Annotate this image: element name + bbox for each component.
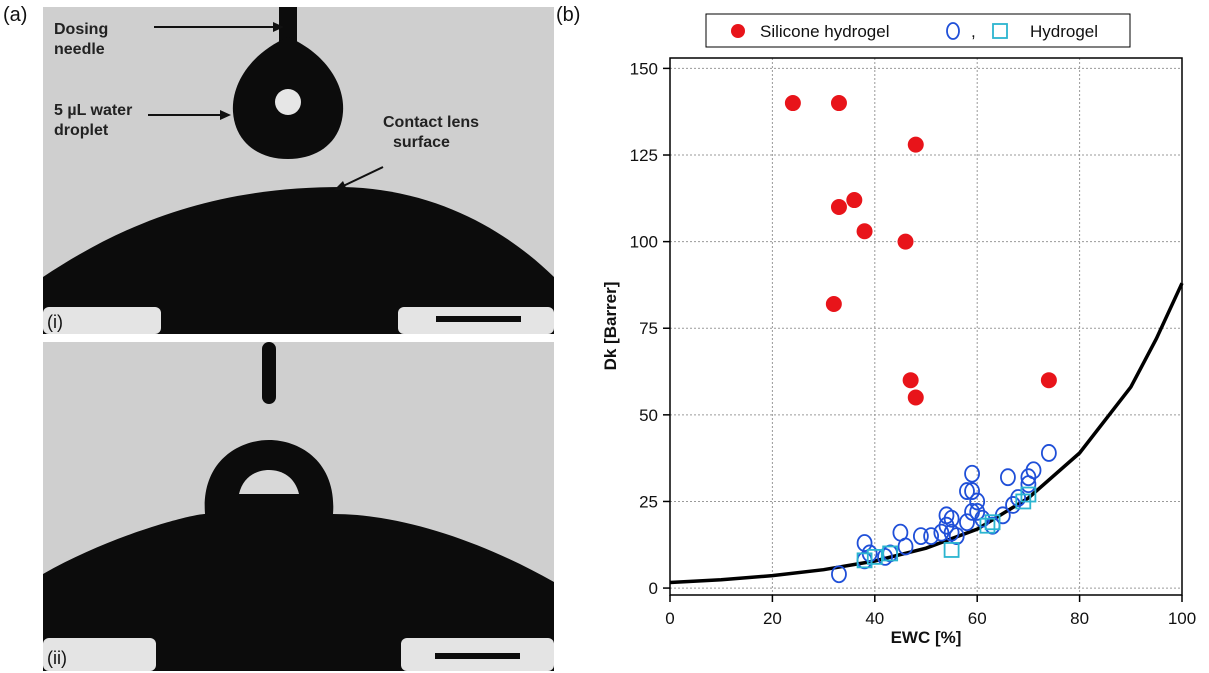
point-open-circle (1000, 468, 1016, 487)
y-tick-label: 150 (630, 59, 658, 78)
plot-frame (669, 57, 1183, 596)
point-silicone-hydrogel (830, 95, 847, 112)
legend-label-hydrogel: Hydrogel (1030, 22, 1098, 41)
x-tick-label: 40 (865, 609, 884, 628)
point-hydrogel-square (979, 517, 996, 534)
point-hydrogel-square (1020, 486, 1037, 503)
x-axis-label: EWC [%] (891, 628, 962, 647)
y-tick-label: 0 (649, 579, 658, 598)
droplet-label-line2: droplet (54, 122, 109, 139)
panel-label-a: (a) (3, 4, 28, 26)
point-open-circle (923, 527, 940, 546)
point-hydrogel-square (856, 552, 873, 569)
droplet-photo-ii: (ii) (43, 342, 554, 671)
point-hydrogel-square (882, 545, 899, 562)
point-open-circle (964, 482, 980, 500)
x-tick-label: 60 (968, 609, 987, 628)
x-tick-label: 20 (763, 609, 782, 628)
point-open-circle (897, 537, 914, 556)
point-open-circle (1010, 489, 1027, 507)
point-hydrogel-square (984, 514, 1001, 531)
needle-label-line1: Dosing (54, 21, 108, 38)
chart-grid (669, 58, 1183, 595)
point-open-circle (959, 482, 975, 500)
point-open-circle (959, 513, 975, 532)
y-tick-label: 25 (639, 492, 658, 511)
point-hydrogel-square (866, 548, 883, 565)
panel-label-b: (b) (556, 4, 581, 26)
sub-label-i: (i) (47, 312, 63, 332)
x-tick-label: 100 (1168, 609, 1196, 628)
point-open-circle (969, 492, 986, 511)
needle-label-line2: needle (54, 41, 105, 58)
y-tick-label: 100 (630, 233, 658, 252)
x-tick-label: 80 (1070, 609, 1089, 628)
y-tick-label: 50 (639, 406, 658, 425)
point-silicone-hydrogel (846, 192, 863, 209)
x-tick-label: 0 (665, 609, 674, 628)
dk-vs-ewc-chart: 0 20 40 60 80 100 0 25 50 75 100 125 150 EWC [%] Dk … (601, 13, 1196, 647)
point-open-circle (943, 509, 960, 528)
point-open-circle (1040, 444, 1057, 462)
surface-label-line1: Contact lens (383, 114, 479, 131)
point-silicone-hydrogel (784, 95, 801, 112)
surface-arrow (338, 166, 384, 189)
legend-label-silicone: Silicone hydrogel (760, 22, 889, 41)
point-silicone-hydrogel (1040, 372, 1057, 389)
point-silicone-hydrogel (907, 136, 924, 153)
legend-marker-silicone (731, 24, 745, 38)
sub-label-ii: (ii) (47, 648, 67, 668)
droplet-label-line1: 5 µL water (54, 102, 132, 119)
point-silicone-hydrogel (825, 295, 842, 312)
surface-label-line2: surface (393, 134, 450, 151)
fit-curve (669, 282, 1184, 585)
point-open-circle (948, 527, 965, 546)
point-open-circle (1025, 461, 1042, 480)
point-silicone-hydrogel (897, 233, 914, 250)
point-open-circle (912, 527, 929, 546)
legend-marker-square (992, 23, 1008, 39)
point-open-circle (882, 544, 899, 563)
point-open-circle (831, 565, 847, 584)
y-axis-label: Dk [Barrer] (601, 282, 620, 371)
legend-separator: , (971, 22, 976, 41)
point-silicone-hydrogel (902, 372, 919, 389)
point-hydrogel-square (943, 542, 960, 558)
y-tick-label: 125 (630, 146, 658, 165)
point-silicone-hydrogel (830, 198, 847, 215)
droplet-photo-i: Dosing needle 5 µL water droplet Contact… (43, 7, 554, 334)
point-open-circle (964, 464, 980, 483)
legend-marker-circle (946, 22, 960, 40)
point-silicone-hydrogel (856, 223, 873, 240)
point-open-circle (856, 534, 873, 552)
y-tick-label: 75 (639, 319, 658, 338)
legend: Silicone hydrogel , Hydrogel (705, 13, 1131, 48)
point-silicone-hydrogel (907, 389, 924, 406)
